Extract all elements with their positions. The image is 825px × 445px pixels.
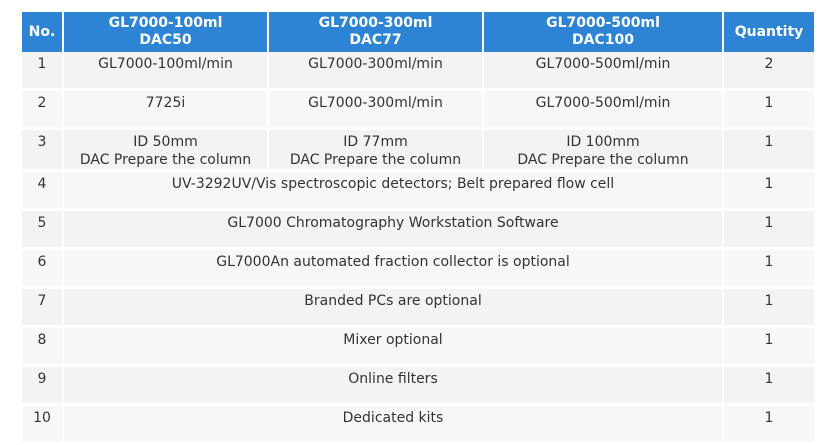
cell-quantity: 1 xyxy=(723,209,814,250)
cell-300ml: ID 77mm DAC Prepare the column xyxy=(268,128,484,172)
cell-description: Mixer optional xyxy=(63,326,724,367)
header-line: DAC100 xyxy=(572,32,634,48)
cell-300ml: GL7000-300ml/min xyxy=(268,89,484,130)
cell-500ml: GL7000-500ml/min xyxy=(483,89,724,130)
cell-no: 4 xyxy=(22,170,64,211)
cell-description: Online filters xyxy=(63,365,724,406)
cell-quantity: 1 xyxy=(723,287,814,328)
cell-quantity: 1 xyxy=(723,170,814,211)
cell-no: 1 xyxy=(22,52,64,91)
header-line: DAC50 xyxy=(139,32,192,48)
header-quantity: Quantity xyxy=(723,12,814,52)
header-gl7000-100ml: GL7000-100ml DAC50 xyxy=(63,12,269,52)
cell-100ml: 7725i xyxy=(63,89,269,130)
cell-no: 5 xyxy=(22,209,64,250)
header-line: GL7000-100ml xyxy=(108,15,223,31)
header-line: DAC77 xyxy=(349,32,402,48)
cell-no: 2 xyxy=(22,89,64,130)
cell-description: UV-3292UV/Vis spectroscopic detectors; B… xyxy=(63,170,724,211)
table-row: 9 Online filters 1 xyxy=(22,365,814,406)
cell-no: 8 xyxy=(22,326,64,367)
cell-no: 3 xyxy=(22,128,64,172)
cell-500ml: GL7000-500ml/min xyxy=(483,52,724,91)
cell-100ml: GL7000-100ml/min xyxy=(63,52,269,91)
header-line: GL7000-300ml xyxy=(318,15,433,31)
cell-line: DAC Prepare the column xyxy=(517,152,689,168)
cell-quantity: 1 xyxy=(723,365,814,406)
table-row: 8 Mixer optional 1 xyxy=(22,326,814,367)
cell-line: DAC Prepare the column xyxy=(79,152,252,168)
header-gl7000-500ml: GL7000-500ml DAC100 xyxy=(483,12,724,52)
table-row: 6 GL7000An automated fraction collector … xyxy=(22,248,814,289)
cell-quantity: 1 xyxy=(723,248,814,289)
cell-quantity: 2 xyxy=(723,52,814,91)
cell-no: 6 xyxy=(22,248,64,289)
cell-description: Branded PCs are optional xyxy=(63,287,724,328)
cell-no: 10 xyxy=(22,404,64,445)
cell-line: ID 100mm xyxy=(566,134,640,150)
cell-line: ID 77mm xyxy=(343,134,408,150)
configuration-table: No. GL7000-100ml DAC50 GL7000-300ml DAC7… xyxy=(22,12,814,445)
table-row: 10 Dedicated kits 1 xyxy=(22,404,814,445)
table-row: 2 7725i GL7000-300ml/min GL7000-500ml/mi… xyxy=(22,89,814,130)
cell-quantity: 1 xyxy=(723,326,814,367)
table-row: 5 GL7000 Chromatography Workstation Soft… xyxy=(22,209,814,250)
cell-quantity: 1 xyxy=(723,89,814,130)
header-gl7000-300ml: GL7000-300ml DAC77 xyxy=(268,12,484,52)
table-header-row: No. GL7000-100ml DAC50 GL7000-300ml DAC7… xyxy=(22,12,814,52)
cell-line: DAC Prepare the column xyxy=(289,152,462,168)
cell-line: ID 50mm xyxy=(133,134,198,150)
header-line: GL7000-500ml xyxy=(546,15,660,31)
cell-description: Dedicated kits xyxy=(63,404,724,445)
table-row: 4 UV-3292UV/Vis spectroscopic detectors;… xyxy=(22,170,814,211)
table-row: 1 GL7000-100ml/min GL7000-300ml/min GL70… xyxy=(22,52,814,91)
cell-quantity: 1 xyxy=(723,404,814,445)
cell-500ml: ID 100mm DAC Prepare the column xyxy=(483,128,724,172)
header-no: No. xyxy=(22,12,64,52)
table-row: 7 Branded PCs are optional 1 xyxy=(22,287,814,328)
cell-no: 9 xyxy=(22,365,64,406)
cell-300ml: GL7000-300ml/min xyxy=(268,52,484,91)
cell-description: GL7000An automated fraction collector is… xyxy=(63,248,724,289)
table-row: 3 ID 50mm DAC Prepare the column ID 77mm… xyxy=(22,128,814,172)
cell-100ml: ID 50mm DAC Prepare the column xyxy=(63,128,269,172)
cell-quantity: 1 xyxy=(723,128,814,172)
cell-no: 7 xyxy=(22,287,64,328)
cell-description: GL7000 Chromatography Workstation Softwa… xyxy=(63,209,724,250)
